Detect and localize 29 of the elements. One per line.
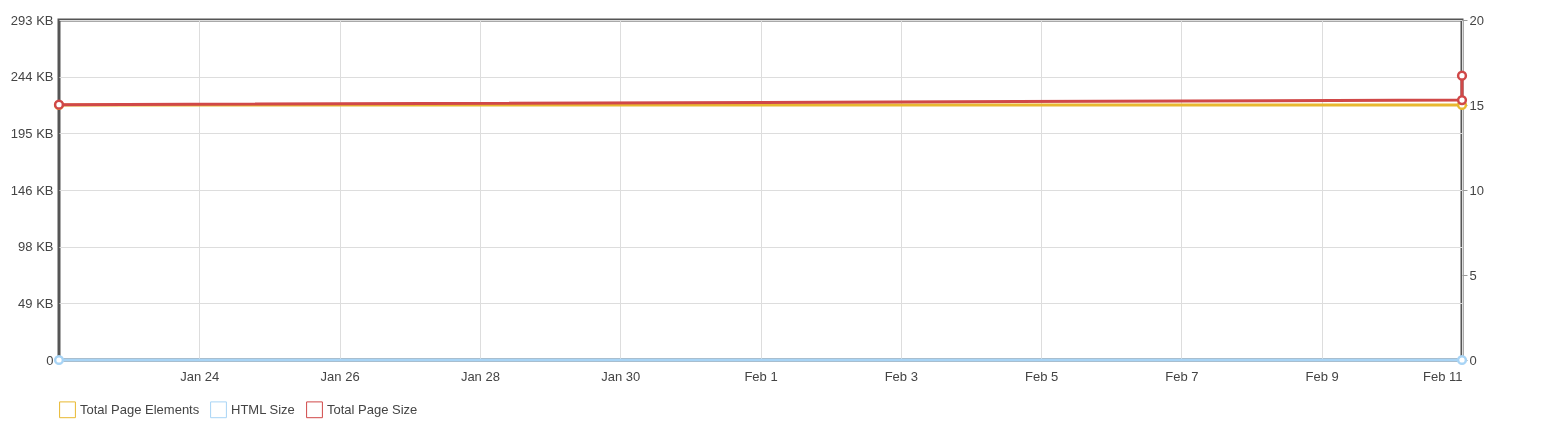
x-tick-label: Jan 26 (320, 368, 360, 384)
x-tick-label: Feb 5 (1024, 368, 1059, 384)
y2-tick-label: 0 (1469, 352, 1477, 368)
y-tick-label: 195 KB (10, 125, 54, 141)
point (1456, 354, 1468, 366)
y2-tick-label: 10 (1469, 182, 1484, 198)
y2-tick-label: 15 (1469, 97, 1484, 113)
y-tick-label: 0 (46, 352, 54, 368)
x-tick-label: Feb 7 (1165, 368, 1199, 384)
y2-tick-label: 5 (1469, 267, 1477, 283)
x-tick-label: Jan 24 (180, 368, 220, 384)
legend-label: HTML Size (231, 401, 295, 417)
x-tick-label: Jan 30 (601, 368, 641, 384)
y-tick-label: 293 KB (10, 12, 54, 28)
point (1456, 70, 1468, 81)
point (53, 354, 65, 366)
y-tick-label: 49 KB (18, 295, 54, 311)
x-tick-label: Jan 28 (460, 368, 500, 384)
x-tick-label: Feb 1 (744, 368, 778, 384)
legend-label: Total Page Elements (80, 401, 200, 417)
y-tick-label: 244 KB (10, 69, 54, 85)
x-tick-label: Feb 3 (884, 368, 918, 384)
y2-tick-label: 20 (1469, 12, 1484, 28)
point (1456, 94, 1468, 106)
x-tick-label: Feb 9 (1305, 368, 1339, 384)
x-tick-label: Feb 11 (1422, 368, 1463, 384)
legend-label: Total Page Size (327, 401, 418, 417)
y-tick-label: 98 KB (18, 239, 54, 255)
y-tick-label: 146 KB (10, 182, 54, 198)
